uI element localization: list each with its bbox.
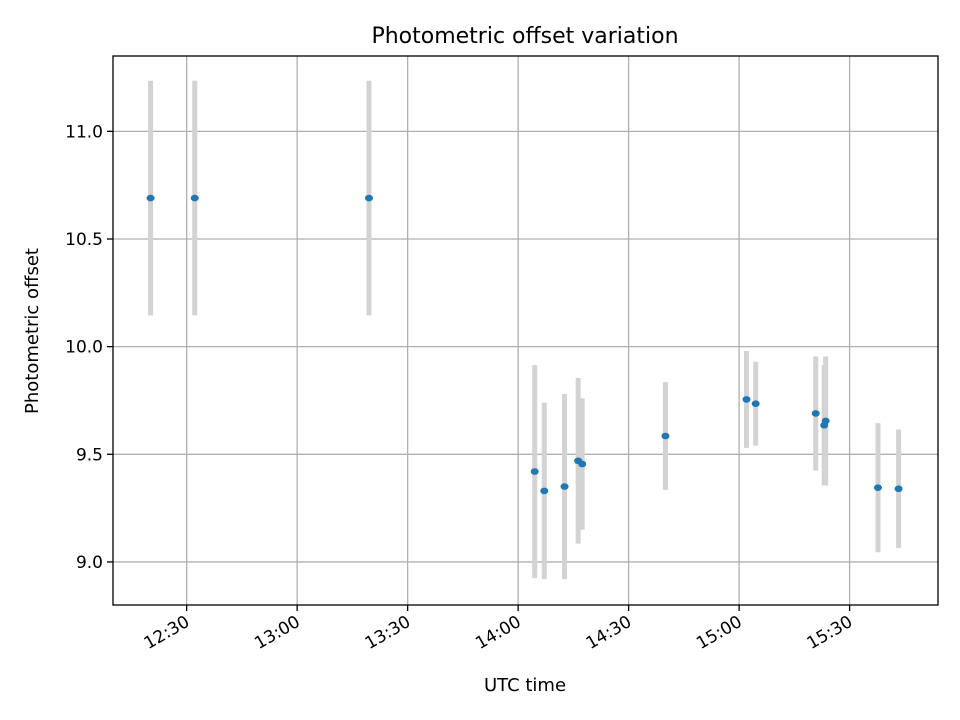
y-tick-label: 11.0	[65, 122, 103, 142]
data-point	[364, 194, 373, 202]
x-tick-label: 14:30	[583, 612, 635, 654]
chart-title: Photometric offset variation	[371, 24, 678, 49]
data-point	[146, 194, 155, 202]
y-axis-label: Photometric offset	[22, 248, 43, 414]
data-point	[661, 432, 670, 440]
error-bars	[148, 80, 902, 580]
plot-area-frame	[112, 55, 939, 606]
data-point	[560, 483, 569, 490]
data-points	[146, 194, 903, 495]
data-point	[530, 468, 539, 475]
data-point	[742, 396, 751, 403]
x-axis-label: UTC time	[484, 675, 566, 696]
data-point	[190, 194, 199, 202]
grid-lines	[113, 56, 938, 605]
y-tick-label: 9.0	[76, 553, 103, 573]
x-tick-label: 15:00	[693, 612, 745, 654]
data-point	[811, 410, 820, 417]
axis-ticks: 12:30 13:00 13:30 14:00 14:30 15:00 15:30 9.0 9.…	[65, 122, 856, 653]
y-tick-label: 9.5	[76, 445, 103, 465]
data-point	[578, 460, 587, 468]
data-point	[894, 485, 903, 493]
y-tick-label: 10.0	[65, 338, 103, 358]
y-tick-label: 10.5	[65, 230, 103, 250]
data-point	[821, 417, 830, 425]
data-point	[751, 400, 760, 408]
x-tick-label: 15:30	[804, 612, 856, 654]
data-point	[873, 484, 882, 491]
x-tick-label: 12:30	[141, 612, 193, 654]
x-tick-label: 13:30	[362, 612, 414, 654]
x-tick-label: 13:00	[251, 612, 303, 654]
data-point	[540, 487, 549, 495]
x-tick-label: 14:00	[472, 612, 524, 654]
